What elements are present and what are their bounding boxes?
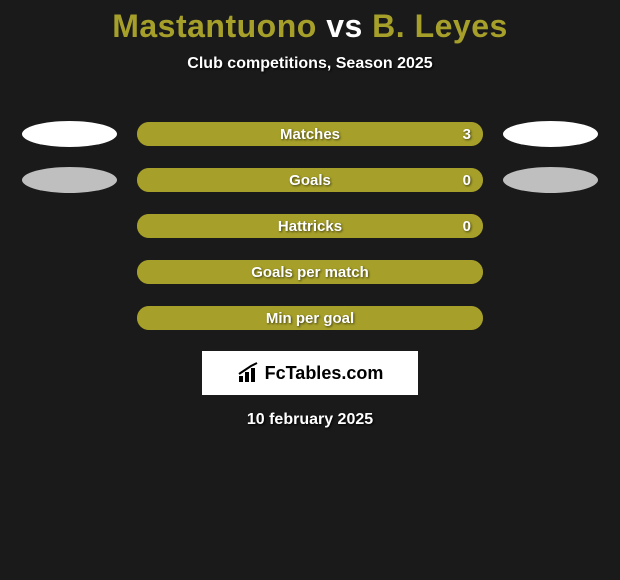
stat-row-hattricks: Hattricks 0 bbox=[0, 203, 620, 249]
right-marker-matches bbox=[503, 121, 598, 147]
bar-label: Hattricks bbox=[137, 214, 483, 238]
left-marker-goals bbox=[22, 167, 117, 193]
bar-label: Goals bbox=[137, 168, 483, 192]
title-vs: vs bbox=[317, 8, 372, 44]
title-player-right: B. Leyes bbox=[372, 8, 508, 44]
bar-hattricks: Hattricks 0 bbox=[137, 214, 483, 238]
bar-value: 0 bbox=[463, 214, 471, 238]
stat-row-goals: Goals 0 bbox=[0, 157, 620, 203]
title-player-left: Mastantuono bbox=[112, 8, 317, 44]
brand-text: FcTables.com bbox=[265, 363, 384, 384]
brand-badge: FcTables.com bbox=[202, 351, 418, 395]
comparison-infographic: Mastantuono vs B. Leyes Club competition… bbox=[0, 0, 620, 429]
left-marker-matches bbox=[22, 121, 117, 147]
bar-matches: Matches 3 bbox=[137, 122, 483, 146]
page-title: Mastantuono vs B. Leyes bbox=[0, 8, 620, 45]
bar-goals-per-match: Goals per match bbox=[137, 260, 483, 284]
bar-goals: Goals 0 bbox=[137, 168, 483, 192]
brand-inner: FcTables.com bbox=[237, 362, 384, 384]
bar-min-per-goal: Min per goal bbox=[137, 306, 483, 330]
stat-row-min-per-goal: Min per goal bbox=[0, 295, 620, 341]
bar-value: 3 bbox=[463, 122, 471, 146]
bar-label: Min per goal bbox=[137, 306, 483, 330]
date-label: 10 february 2025 bbox=[0, 411, 620, 429]
right-marker-goals bbox=[503, 167, 598, 193]
stats-block: Matches 3 Goals 0 Hattricks 0 bbox=[0, 111, 620, 341]
bar-label: Matches bbox=[137, 122, 483, 146]
bar-value: 0 bbox=[463, 168, 471, 192]
stat-row-goals-per-match: Goals per match bbox=[0, 249, 620, 295]
stat-row-matches: Matches 3 bbox=[0, 111, 620, 157]
subtitle: Club competitions, Season 2025 bbox=[0, 55, 620, 73]
bar-chart-icon bbox=[237, 362, 261, 384]
bar-label: Goals per match bbox=[137, 260, 483, 284]
